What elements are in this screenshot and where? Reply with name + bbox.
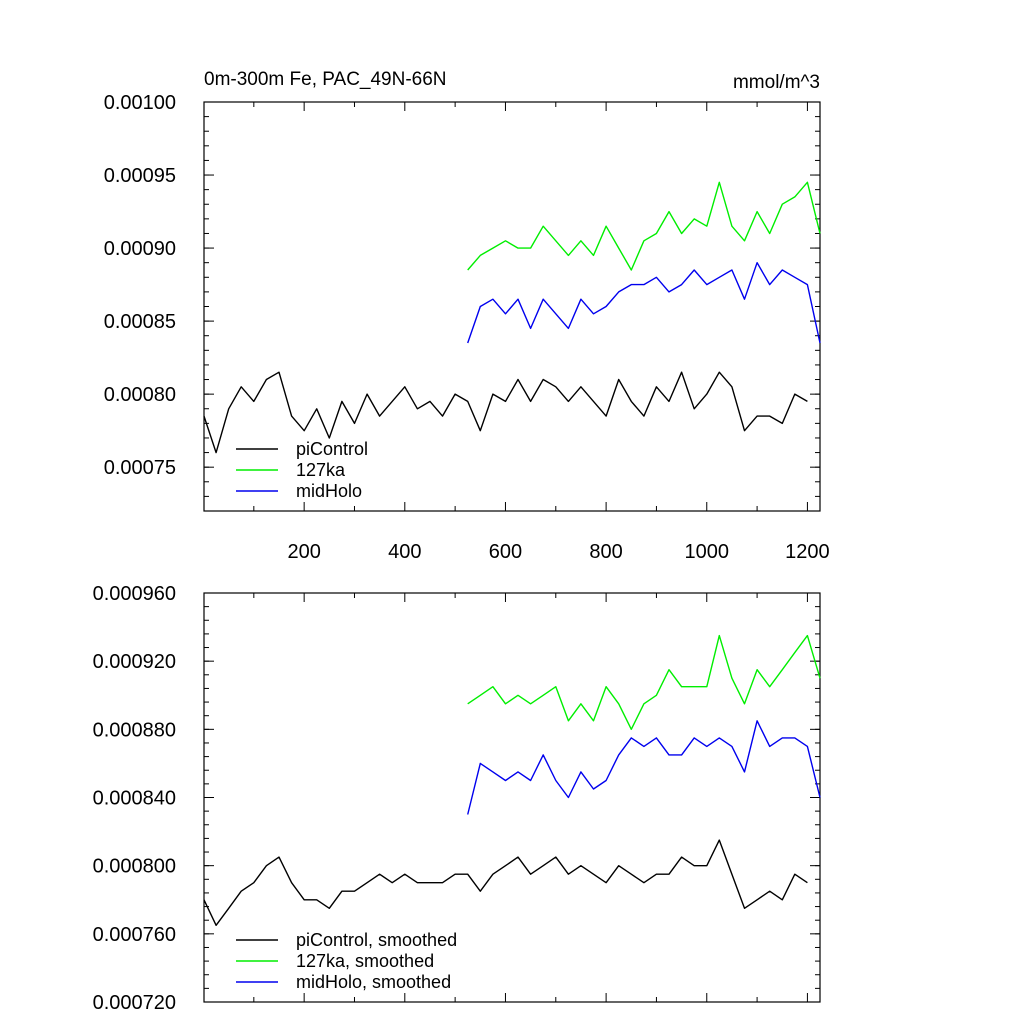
y-tick-label: 0.00085	[104, 311, 176, 333]
x-tick-label: 1000	[685, 541, 730, 563]
y-tick-label: 0.00100	[104, 92, 176, 114]
x-tick-label: 600	[489, 541, 522, 563]
bottom-chart: 0.000720 0.000760 0.000800 0.000840 0.000880…	[93, 583, 821, 1014]
units-label: mmol/m^3	[733, 72, 820, 93]
y-tick-label: 0.000960	[93, 583, 176, 605]
x-tick-label: 200	[287, 541, 320, 563]
series-line	[467, 720, 821, 815]
chart-title: 0m-300m Fe, PAC_49N-66N	[204, 69, 447, 90]
x-tick-label: 400	[388, 541, 421, 563]
y-tick-label: 0.000920	[93, 651, 176, 673]
series-line	[467, 262, 821, 344]
y-tick-label: 0.00080	[104, 384, 176, 406]
legend-label: 127ka, smoothed	[296, 951, 434, 971]
series-line	[203, 371, 808, 454]
top-chart: 0m-300m Fe, PAC_49N-66N mmol/m^3 200 400 6…	[104, 69, 830, 563]
legend-label: piControl, smoothed	[296, 930, 457, 950]
series-line	[203, 839, 808, 926]
y-tick-label: 0.00095	[104, 165, 176, 187]
legend-label: piControl	[296, 439, 368, 459]
legend-label: midHolo, smoothed	[296, 972, 451, 992]
legend-label: 127ka	[296, 460, 346, 480]
x-tick-label: 1200	[785, 541, 830, 563]
y-tick-label: 0.000840	[93, 788, 176, 810]
y-tick-label: 0.00075	[104, 457, 176, 479]
y-tick-label: 0.00090	[104, 238, 176, 260]
y-tick-label: 0.000880	[93, 719, 176, 741]
x-tick-label: 800	[589, 541, 622, 563]
y-tick-label: 0.000720	[93, 992, 176, 1014]
series-line	[467, 634, 821, 730]
y-tick-label: 0.000800	[93, 856, 176, 878]
series-line	[467, 181, 821, 271]
legend-label: midHolo	[296, 481, 362, 501]
y-tick-label: 0.000760	[93, 924, 176, 946]
